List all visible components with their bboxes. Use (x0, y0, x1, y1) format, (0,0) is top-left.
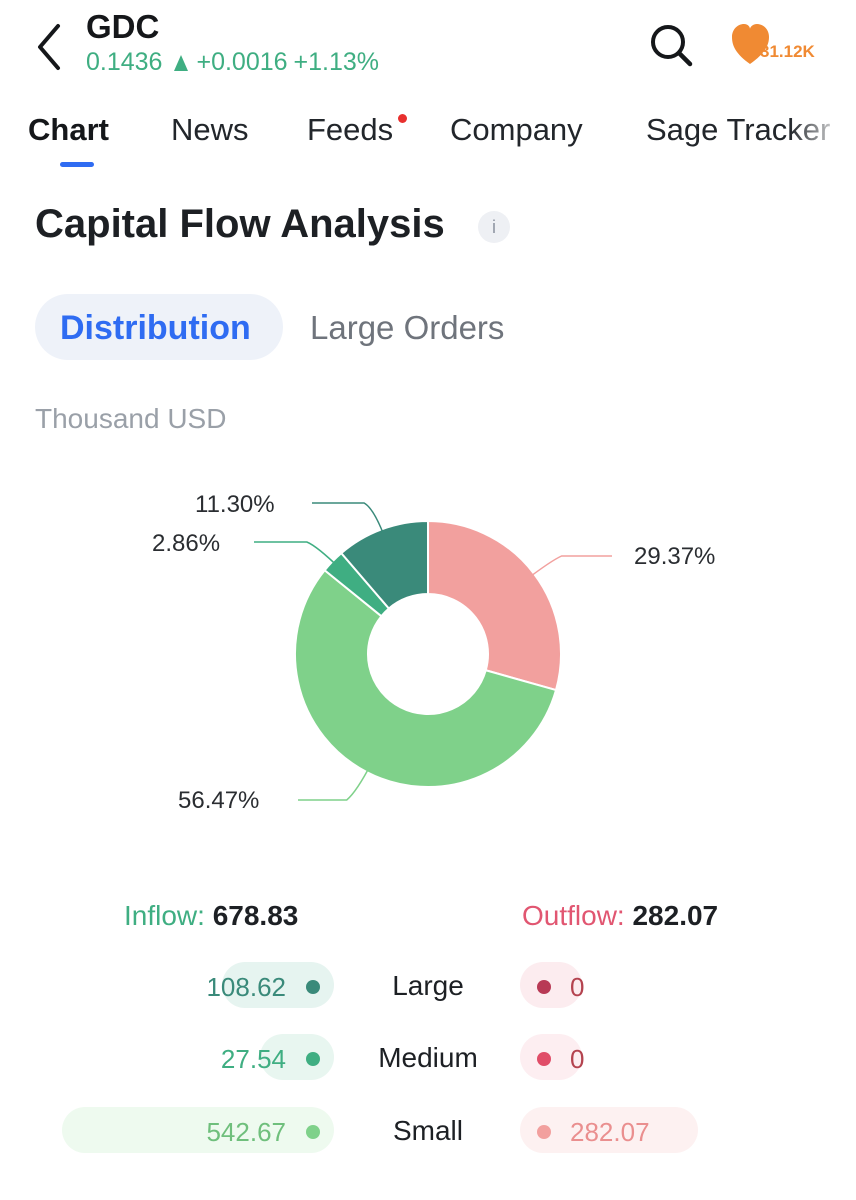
slice-label-inflow-small: 56.47% (178, 787, 260, 814)
inflow-label: Inflow: (124, 900, 205, 931)
outflow-dot-small (537, 1125, 551, 1139)
inflow-total: Inflow: 678.83 (124, 900, 298, 932)
outflow-dot-large (537, 980, 551, 994)
tab-news[interactable]: News (171, 112, 249, 147)
outflow-value-large: 0 (570, 972, 585, 1002)
price-change-percent: +1.13% (293, 48, 380, 76)
inflow-value-small: 542.67 (206, 1117, 286, 1147)
outflow-dot-medium (537, 1052, 551, 1066)
leader-line (312, 502, 387, 540)
tab-company[interactable]: Company (450, 112, 583, 147)
slice-outflow-small (427, 519, 562, 692)
slice-label-inflow-medium: 2.86% (152, 530, 221, 557)
outflow-value: 282.07 (632, 900, 719, 931)
segment-distribution[interactable] (35, 294, 283, 360)
price-quote: 0.1436 +0.0016 +1.13% (86, 48, 379, 77)
outflow-value-medium: 0 (570, 1044, 585, 1074)
outflow-value-small: 282.07 (570, 1117, 650, 1147)
ticker-symbol: GDC (86, 8, 160, 45)
outflow-bar-medium (520, 1034, 582, 1080)
back-chevron-left-icon[interactable] (30, 22, 70, 72)
info-icon[interactable]: i (478, 211, 510, 243)
segment-distribution-label[interactable]: Distribution (60, 309, 251, 347)
favorite-heart-icon[interactable] (730, 20, 840, 70)
leader-line (254, 541, 341, 570)
active-tab-underline (60, 162, 94, 167)
last-price: 0.1436 (86, 48, 163, 76)
tab-feeds[interactable]: Feeds (307, 112, 394, 147)
slice-inflow-large (339, 519, 429, 610)
section-title: Capital Flow Analysis (35, 202, 445, 246)
category-large: Large (392, 970, 464, 1001)
category-medium: Medium (378, 1042, 478, 1073)
inflow-value-medium: 27.54 (220, 1044, 286, 1074)
feeds-notification-dot (398, 114, 407, 123)
slice-inflow-small (294, 568, 558, 788)
outflow-label: Outflow: (522, 900, 625, 931)
capital-flow-donut-chart (254, 502, 612, 801)
category-small: Small (392, 1115, 463, 1146)
inflow-dot-large (306, 980, 320, 994)
inflow-dot-medium (306, 1052, 320, 1066)
inflow-value-large: 108.62 (206, 972, 286, 1002)
inflow-dot-small (306, 1125, 320, 1139)
price-change: +0.0016 (196, 48, 288, 76)
outflow-bar-large (520, 962, 582, 1008)
inflow-bar-medium (260, 1034, 334, 1080)
tab-chart[interactable]: Chart (28, 112, 109, 147)
tabs-overflow-fade (790, 104, 856, 164)
leader-line (525, 555, 612, 581)
slice-label-outflow-small: 29.37% (634, 543, 716, 570)
up-arrow-icon (174, 54, 189, 71)
slice-label-inflow-large: 11.30% (195, 491, 275, 518)
unit-label: Thousand USD (35, 403, 227, 434)
favorites-count: 31.12K (760, 42, 815, 61)
outflow-total: Outflow: 282.07 (522, 900, 718, 932)
inflow-bar-small (62, 1107, 334, 1153)
segment-large-orders[interactable]: Large Orders (310, 309, 505, 346)
inflow-value: 678.83 (212, 900, 299, 931)
search-icon[interactable] (648, 22, 694, 68)
leader-line (298, 762, 373, 801)
